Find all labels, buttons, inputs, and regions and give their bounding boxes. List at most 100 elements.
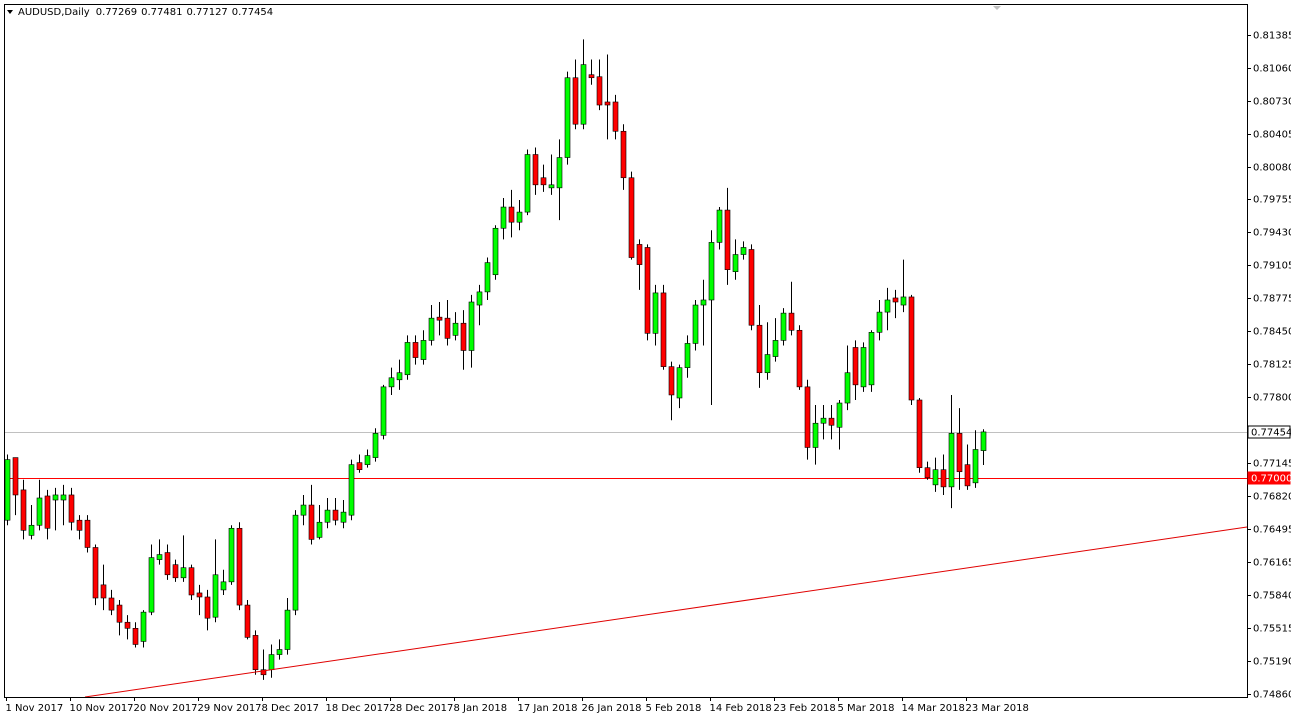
- candle-body-up: [844, 372, 851, 404]
- candle-body-up: [180, 567, 187, 579]
- candle-body-down: [308, 504, 315, 540]
- candle-body-up: [156, 554, 163, 560]
- candle-body-up: [300, 504, 307, 516]
- candle-body-up: [292, 514, 299, 611]
- candle-body-down: [852, 347, 859, 386]
- candle-body-up: [148, 557, 155, 613]
- plot-area: [5, 39, 1247, 680]
- candle-body-up: [5, 459, 11, 521]
- candle-body-down: [668, 366, 675, 396]
- candle-body-down: [756, 324, 763, 374]
- candle-body-up: [812, 422, 819, 448]
- candle-body-up: [340, 511, 347, 523]
- candle-body-down: [108, 597, 115, 611]
- candle-body-down: [204, 596, 211, 619]
- candle-body-up: [876, 311, 883, 333]
- symbol-label: AUDUSD,Daily: [18, 7, 90, 18]
- candle-body-up: [732, 254, 739, 272]
- candle-body-down: [508, 206, 515, 223]
- candle-body-down: [116, 604, 123, 623]
- candle-body-down: [172, 564, 179, 579]
- y-tick-label: 0.80080: [1253, 163, 1291, 174]
- candle-body-up: [700, 299, 707, 306]
- candle-body-up: [36, 497, 43, 526]
- candle-body-down: [92, 547, 99, 599]
- candle-body-up: [364, 455, 371, 465]
- candle-body-down: [604, 101, 611, 106]
- x-tick-label: 26 Jan 2018: [582, 703, 642, 714]
- candle-body-up: [564, 77, 571, 158]
- candle-body-up: [492, 227, 499, 276]
- ohlc-open: 0.77269: [96, 7, 137, 18]
- candle-body-up: [836, 402, 843, 428]
- candle-body-down: [436, 316, 443, 321]
- candle-body-up: [500, 206, 507, 229]
- candle-body-down: [596, 76, 603, 106]
- candle-body-up: [772, 340, 779, 357]
- candle-body-down: [804, 386, 811, 448]
- x-tick-label: 18 Dec 2017: [326, 703, 390, 714]
- level-label: 0.77000: [1251, 474, 1291, 485]
- candle-body-up: [388, 377, 395, 388]
- y-tick-label: 0.75840: [1253, 591, 1291, 602]
- candle-body-down: [12, 457, 19, 496]
- x-tick-label: 20 Nov 2017: [134, 703, 198, 714]
- menu-arrow[interactable]: [7, 10, 13, 14]
- candle-body-up: [452, 322, 459, 336]
- y-tick-label: 0.81060: [1253, 64, 1291, 75]
- level-box: [1247, 471, 1291, 485]
- candle-body-up: [324, 509, 331, 523]
- candle-body-down: [916, 399, 923, 468]
- candle-body-down: [644, 247, 651, 334]
- candle-body-down: [940, 469, 947, 488]
- candle-body-up: [860, 347, 867, 388]
- candle-body-up: [516, 211, 523, 223]
- candle-body-down: [572, 77, 579, 125]
- candle-body-down: [628, 177, 635, 258]
- candle-body-up: [52, 494, 59, 501]
- candle-body-up: [764, 354, 771, 374]
- candle-body-up: [948, 433, 955, 488]
- y-tick-label: 0.81385: [1253, 31, 1291, 42]
- candle-body-up: [228, 527, 235, 583]
- candle-body-down: [660, 292, 667, 367]
- ohlc-low: 0.77127: [186, 7, 227, 18]
- candle-body-up: [524, 154, 531, 213]
- candle-body-up: [276, 649, 283, 655]
- candle-body-up: [316, 521, 323, 538]
- candle-body-down: [252, 635, 259, 671]
- shift-marker[interactable]: [993, 6, 1001, 10]
- candle-body-down: [724, 209, 731, 270]
- candle-body-up: [28, 524, 35, 536]
- y-tick-label: 0.78125: [1253, 360, 1291, 371]
- x-tick-label: 23 Mar 2018: [966, 703, 1029, 714]
- x-tick-label: 23 Feb 2018: [774, 703, 836, 714]
- y-tick-label: 0.80405: [1253, 130, 1291, 141]
- y-tick-label: 0.80730: [1253, 97, 1291, 108]
- x-tick-label: 5 Feb 2018: [646, 703, 702, 714]
- candle-body-up: [820, 417, 827, 424]
- candle-body-up: [468, 301, 475, 351]
- candle-body-down: [76, 519, 83, 531]
- candle-body-up: [884, 299, 891, 313]
- candle-body-up: [692, 304, 699, 344]
- y-tick-label: 0.79430: [1253, 228, 1291, 239]
- candle-body-up: [676, 367, 683, 399]
- candle-body-down: [748, 249, 755, 326]
- candle-body-down: [892, 297, 899, 303]
- candle-body-up: [900, 296, 907, 306]
- candle-body-down: [924, 467, 931, 479]
- candle-body-up: [140, 611, 147, 642]
- candle-body-down: [196, 592, 203, 598]
- candle-body-down: [244, 604, 251, 638]
- candle-body-down: [788, 312, 795, 331]
- y-tick-label: 0.75515: [1253, 624, 1291, 635]
- price-box: [1247, 425, 1291, 439]
- candle-body-up: [396, 372, 403, 381]
- candle-body-up: [980, 431, 987, 451]
- candle-body-down: [44, 495, 51, 529]
- candle-body-up: [780, 312, 787, 341]
- candle-body-up: [220, 581, 227, 591]
